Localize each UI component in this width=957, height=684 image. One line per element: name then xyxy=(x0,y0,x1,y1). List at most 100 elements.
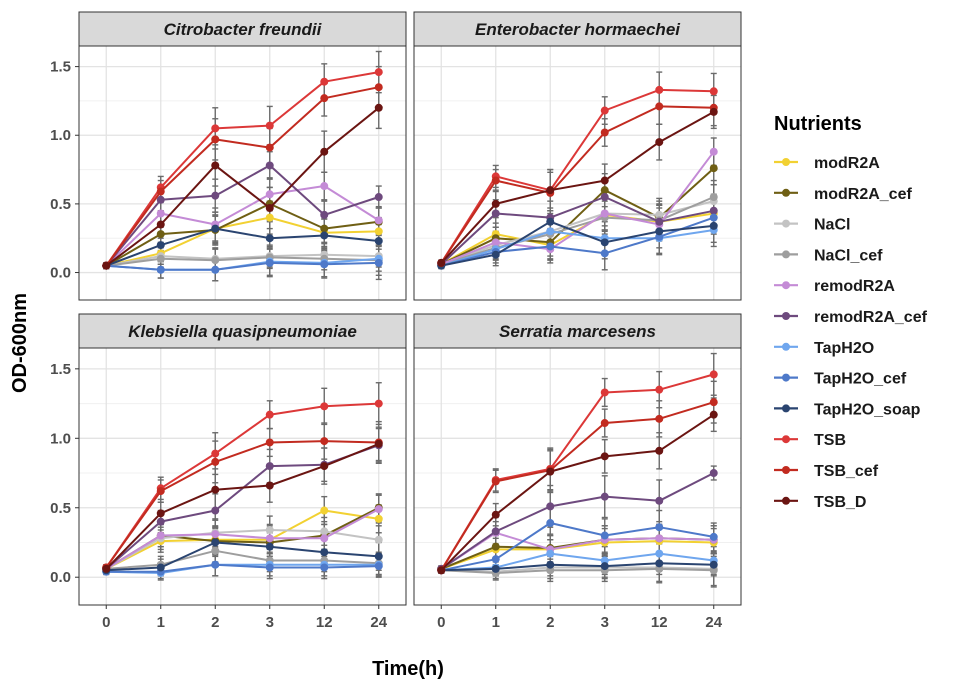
series-line xyxy=(440,88,714,264)
data-point xyxy=(102,564,111,573)
series-line xyxy=(105,71,379,267)
series-line xyxy=(440,413,715,571)
data-point xyxy=(655,210,664,219)
facet-strip xyxy=(78,313,407,349)
y-tick-label: 0.0 xyxy=(50,265,71,282)
data-point xyxy=(655,414,664,423)
legend-label: NaCl xyxy=(814,217,850,234)
data-point xyxy=(600,249,609,258)
panel-border xyxy=(78,45,407,301)
series-line xyxy=(440,105,714,264)
data-point xyxy=(265,462,274,471)
data-point xyxy=(709,147,718,156)
legend-item: TSB_D xyxy=(774,494,866,511)
panel-border xyxy=(78,347,407,606)
series-line xyxy=(440,401,715,571)
y-axis-title: OD-600nm xyxy=(9,293,31,393)
x-tick-label: 0 xyxy=(102,614,110,631)
data-point xyxy=(211,135,220,144)
data-point xyxy=(491,477,500,486)
data-point xyxy=(546,467,555,476)
data-point xyxy=(491,238,500,247)
data-point xyxy=(156,265,165,274)
series-line xyxy=(441,562,714,572)
data-point xyxy=(265,204,274,213)
data-point xyxy=(211,224,220,233)
series-line xyxy=(441,566,714,573)
data-point xyxy=(374,514,383,523)
facet-panel: Klebsiella quasipneumoniae 0.0 0.5 1.0 1.5 0 1… xyxy=(50,313,407,631)
data-point xyxy=(102,261,111,270)
data-point xyxy=(491,555,500,564)
legend-key-point xyxy=(782,158,790,166)
x-axis-title: Time(h) xyxy=(372,658,444,680)
data-point xyxy=(655,534,664,543)
facet-title: Klebsiella quasipneumoniae xyxy=(128,322,357,341)
data-point xyxy=(655,227,664,236)
series-line xyxy=(441,196,715,266)
data-point xyxy=(600,176,609,185)
series-line xyxy=(106,253,379,267)
series-line xyxy=(441,216,715,267)
series-line xyxy=(105,202,379,267)
legend-key-point xyxy=(782,466,790,474)
data-point xyxy=(156,531,165,540)
data-point xyxy=(709,164,718,173)
data-point xyxy=(320,527,329,536)
data-point xyxy=(211,485,220,494)
data-point xyxy=(491,176,500,185)
data-point xyxy=(709,560,718,569)
data-point xyxy=(265,534,274,543)
data-point xyxy=(374,216,383,225)
data-point xyxy=(546,560,555,569)
data-point xyxy=(546,186,555,195)
data-point xyxy=(211,449,220,458)
legend-key-point xyxy=(782,342,790,351)
data-point xyxy=(156,254,165,263)
data-point xyxy=(265,121,274,130)
data-point xyxy=(709,206,718,215)
data-point xyxy=(211,124,220,133)
data-point xyxy=(655,523,664,532)
data-point xyxy=(374,236,383,245)
x-tick-label: 12 xyxy=(651,614,668,631)
data-point xyxy=(374,103,383,112)
data-point xyxy=(320,462,329,471)
data-point xyxy=(265,161,274,170)
data-point xyxy=(320,231,329,240)
legend-item: TapH2O xyxy=(774,340,874,357)
data-point xyxy=(265,213,274,222)
y-tick-label: 1.0 xyxy=(50,127,71,144)
data-point xyxy=(211,256,220,265)
data-point xyxy=(655,232,664,241)
data-point xyxy=(600,556,609,565)
data-point xyxy=(655,564,664,573)
data-point xyxy=(600,562,609,571)
data-point xyxy=(546,217,555,226)
data-point xyxy=(374,562,383,571)
legend-label: TapH2O xyxy=(814,340,874,357)
data-point xyxy=(709,213,718,222)
data-point xyxy=(156,517,165,526)
legend-label: modR2A xyxy=(814,155,880,172)
data-point xyxy=(265,258,274,267)
data-point xyxy=(709,532,718,541)
x-tick-label: 24 xyxy=(705,614,722,631)
series-line xyxy=(105,402,379,569)
data-point xyxy=(211,560,220,569)
legend-label: TapH2O_cef xyxy=(814,371,907,388)
data-point xyxy=(655,217,664,226)
legend-label: TapH2O_soap xyxy=(814,401,921,418)
data-point xyxy=(709,370,718,379)
data-point xyxy=(546,227,555,236)
data-point xyxy=(156,195,165,204)
legend-key-point xyxy=(782,250,790,259)
data-point xyxy=(655,85,664,94)
series-line xyxy=(106,261,379,271)
series-line xyxy=(441,522,714,572)
data-point xyxy=(320,182,329,191)
data-point xyxy=(655,446,664,455)
data-point xyxy=(437,566,446,575)
